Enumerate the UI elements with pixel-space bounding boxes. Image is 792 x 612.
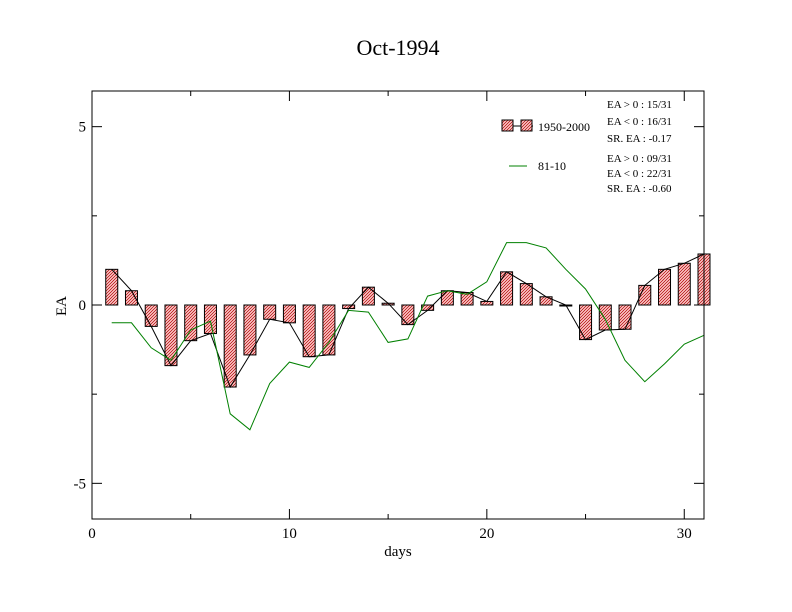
stat-text: SR. EA : -0.17 <box>607 133 672 145</box>
bar <box>579 304 593 341</box>
y-axis-label: EA <box>54 296 70 316</box>
bar <box>677 262 691 306</box>
bar <box>263 304 277 320</box>
bar <box>282 304 296 324</box>
bar <box>480 300 494 306</box>
chart-marks <box>105 242 711 431</box>
bar <box>598 304 612 331</box>
stat-text: EA < 0 : 22/31 <box>607 168 672 180</box>
axis-ticks: 0 10 20 30 -5 0 5 <box>74 91 704 542</box>
series-line-1950-2000 <box>111 253 705 389</box>
stat-text: EA > 0 : 09/31 <box>607 153 672 165</box>
bar <box>144 304 158 327</box>
bar <box>500 271 514 306</box>
y-tick-label: -5 <box>74 476 87 492</box>
plot-frame <box>91 90 705 520</box>
bar <box>203 304 217 335</box>
bar <box>184 304 198 342</box>
y-tick-label: 5 <box>79 120 87 136</box>
legend-bar-swatch-1 <box>501 119 514 132</box>
bar <box>440 290 454 306</box>
stat-text: SR. EA : -0.60 <box>607 183 672 195</box>
legend-label-line: 81-10 <box>538 159 566 173</box>
stats-annotations: EA > 0 : 15/31 EA < 0 : 16/31 SR. EA : -… <box>607 99 672 195</box>
x-tick-label: 10 <box>282 526 297 542</box>
x-tick-label: 0 <box>88 526 96 542</box>
legend: 1950-2000 81-10 <box>501 119 590 173</box>
bar <box>361 286 375 306</box>
legend-bar-swatch-2 <box>520 119 533 132</box>
bar <box>105 268 119 306</box>
y-tick-label: 0 <box>79 298 87 314</box>
bar <box>658 268 672 306</box>
stat-text: EA < 0 : 16/31 <box>607 116 672 128</box>
legend-label-bars: 1950-2000 <box>538 120 590 134</box>
x-tick-label: 20 <box>479 526 494 542</box>
x-axis-label: days <box>384 544 412 560</box>
chart-title: Oct-1994 <box>356 35 439 60</box>
stat-text: EA > 0 : 15/31 <box>607 99 672 111</box>
series-line-81-10 <box>111 242 705 431</box>
bar <box>618 304 632 330</box>
x-tick-label: 30 <box>677 526 692 542</box>
